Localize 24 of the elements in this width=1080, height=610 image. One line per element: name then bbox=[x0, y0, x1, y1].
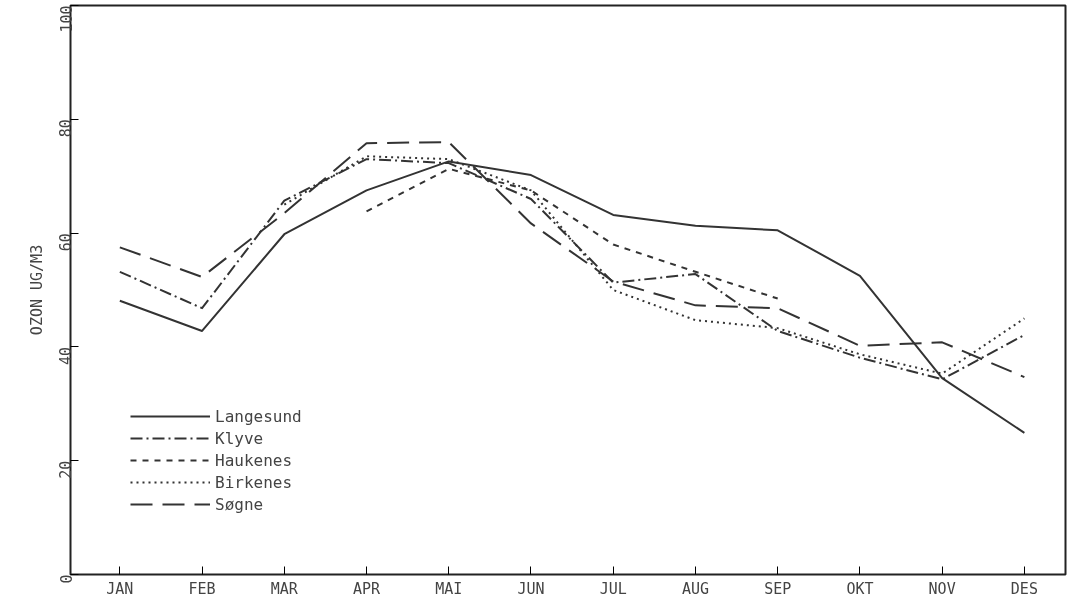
x-tick-label: MAR bbox=[270, 579, 299, 598]
legend-label: Klyve bbox=[215, 428, 264, 448]
y-tick-label: 60 bbox=[57, 233, 76, 252]
legend-label: Haukenes bbox=[215, 450, 293, 470]
x-tick-label: SEP bbox=[764, 579, 792, 598]
y-tick-label: 20 bbox=[57, 460, 76, 479]
y-tick-label: 0 bbox=[57, 574, 76, 584]
y-tick-label: 100 bbox=[57, 5, 76, 33]
x-tick-label: OKT bbox=[846, 579, 874, 598]
x-tick-label: FEB bbox=[188, 579, 216, 598]
x-tick-label: AUG bbox=[681, 579, 710, 598]
legend-label: Søgne bbox=[215, 494, 264, 514]
x-tick-label: JAN bbox=[106, 579, 134, 598]
legend-label: Langesund bbox=[215, 406, 302, 426]
x-tick-label: APR bbox=[352, 579, 382, 598]
y-axis-title: OZON UG/M3 bbox=[27, 244, 46, 336]
y-tick-label: 40 bbox=[57, 346, 76, 365]
y-tick-label: 80 bbox=[57, 119, 76, 138]
x-tick-label: MAI bbox=[435, 579, 463, 598]
x-tick-label: NOV bbox=[928, 579, 956, 598]
x-tick-label: JUN bbox=[517, 579, 545, 598]
x-tick-label: JUL bbox=[599, 579, 627, 598]
legend-label: Birkenes bbox=[215, 472, 293, 492]
x-tick-label: DES bbox=[1010, 579, 1038, 598]
